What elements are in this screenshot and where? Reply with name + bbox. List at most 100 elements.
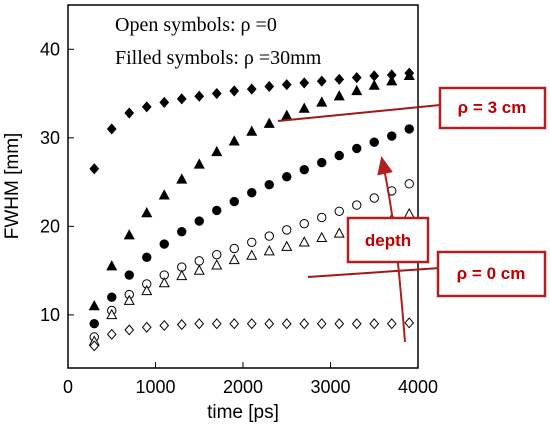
point xyxy=(228,253,240,265)
point xyxy=(141,207,153,218)
label-box xyxy=(346,216,430,264)
point xyxy=(124,270,134,280)
point xyxy=(316,75,327,87)
point xyxy=(211,318,222,330)
point xyxy=(229,318,240,330)
point xyxy=(263,117,275,128)
point xyxy=(368,79,380,90)
point xyxy=(247,237,257,247)
point xyxy=(316,231,328,243)
point xyxy=(282,225,292,235)
point xyxy=(176,319,187,331)
point xyxy=(107,292,117,302)
point xyxy=(247,187,257,198)
point xyxy=(142,252,152,263)
point xyxy=(229,243,239,254)
point xyxy=(124,324,135,336)
point xyxy=(334,206,344,216)
label-box xyxy=(436,250,547,298)
point xyxy=(281,240,293,251)
y-tick-label: 10 xyxy=(40,305,60,325)
point xyxy=(194,90,205,102)
point xyxy=(264,80,275,93)
point xyxy=(212,249,222,260)
x-tick-label: 2000 xyxy=(223,377,263,397)
point xyxy=(386,318,397,330)
point xyxy=(228,135,240,146)
point xyxy=(369,137,379,147)
point xyxy=(89,163,100,175)
point xyxy=(351,72,362,84)
point xyxy=(176,173,188,184)
point xyxy=(106,123,117,135)
point xyxy=(334,73,345,85)
pointer-line xyxy=(307,267,441,278)
point xyxy=(352,200,362,210)
point xyxy=(316,96,328,107)
point xyxy=(229,85,240,97)
point xyxy=(141,101,152,113)
y-tick-label: 20 xyxy=(40,216,60,236)
point xyxy=(369,193,379,203)
point xyxy=(211,145,223,157)
point xyxy=(334,318,345,330)
point xyxy=(369,70,380,82)
point xyxy=(299,318,310,330)
point xyxy=(404,179,414,189)
point xyxy=(351,84,363,96)
point xyxy=(282,172,292,182)
y-tick-label: 40 xyxy=(40,39,60,59)
point xyxy=(106,328,117,340)
point xyxy=(281,109,293,120)
point xyxy=(264,180,274,190)
point xyxy=(176,93,187,105)
point xyxy=(246,125,258,136)
point xyxy=(264,231,274,241)
point xyxy=(299,218,309,229)
x-tick-label: 4000 xyxy=(398,377,438,397)
point xyxy=(263,245,275,256)
annotation: Filled symbols: ρ =30mm xyxy=(115,47,322,69)
point xyxy=(177,226,187,237)
point xyxy=(159,319,170,332)
x-tick-label: 0 xyxy=(63,377,73,397)
marks xyxy=(67,48,419,368)
point xyxy=(106,308,118,320)
x-tick-label: 1000 xyxy=(135,377,175,397)
point xyxy=(246,83,257,95)
point xyxy=(229,196,239,207)
point xyxy=(123,294,135,305)
point xyxy=(316,318,327,330)
point xyxy=(334,150,344,161)
point xyxy=(124,107,135,119)
point xyxy=(298,236,310,247)
point xyxy=(141,284,153,296)
point xyxy=(246,249,258,260)
point xyxy=(193,264,205,275)
point xyxy=(159,96,170,108)
x-axis-label: time [ps] xyxy=(207,402,279,423)
point xyxy=(106,260,118,271)
point xyxy=(211,87,222,100)
point xyxy=(211,259,223,270)
point xyxy=(404,124,414,134)
point xyxy=(299,164,309,175)
point xyxy=(89,319,99,329)
x-tick-label: 3000 xyxy=(310,377,350,397)
point xyxy=(194,256,204,266)
point xyxy=(281,318,292,330)
point xyxy=(88,299,100,311)
point xyxy=(386,75,398,86)
point xyxy=(387,131,397,141)
point xyxy=(403,207,415,219)
point xyxy=(299,77,310,89)
point xyxy=(281,79,292,91)
annotation: ρ = 0 cm xyxy=(457,264,526,283)
point xyxy=(369,318,380,330)
point xyxy=(333,227,345,238)
point xyxy=(404,317,415,329)
point xyxy=(352,143,362,154)
point xyxy=(298,102,310,113)
annotation: ρ = 3 cm xyxy=(458,98,527,117)
